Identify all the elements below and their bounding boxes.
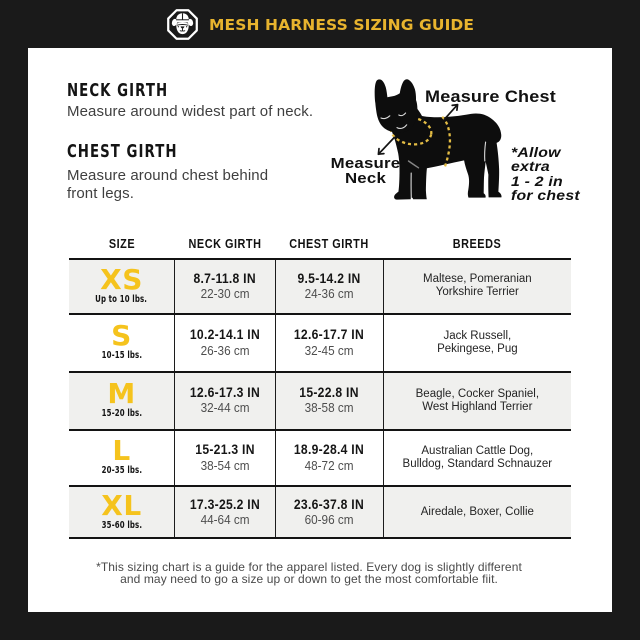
size-cell: XS Up to 10 lbs.: [69, 260, 174, 314]
neck-centimeters: 26-36 cm: [200, 343, 250, 358]
neck-centimeters: 44-64 cm: [200, 513, 250, 528]
table-row-s: S 10-15 lbs. 10.2-14.1 IN 26-36 cm 12.6-…: [69, 315, 571, 373]
chest-leg-line: [407, 160, 420, 169]
neck-centimeters: 38-54 cm: [200, 458, 250, 473]
chest-inches: 23.6-37.8 IN: [294, 496, 365, 512]
neck-girth-cell: 8.7-11.8 IN 22-30 cm: [174, 259, 275, 313]
chest-inches: 18.9-28.4 IN: [294, 442, 365, 458]
header-bar: MESH HARNESS SIZING GUIDE: [0, 0, 640, 48]
brand-logo-octagon-bulldog-icon: [167, 9, 198, 40]
neck-girth-description: Measure around widest part of neck.: [67, 103, 314, 120]
neck-arrow: [377, 136, 396, 156]
chest-girth-cell: 9.5-14.2 IN 24-36 cm: [275, 259, 383, 313]
chest-girth-arc: [441, 115, 452, 169]
chest-arrow: [443, 103, 459, 121]
weight-range: 35-60 lbs.: [101, 519, 142, 531]
neck-inches: 10.2-14.1 IN: [189, 327, 261, 342]
size-label: L: [112, 434, 131, 468]
size-label: XL: [101, 488, 142, 522]
column-header-size: SIZE: [108, 237, 135, 251]
breeds-cell: Airedale, Boxer, Collie: [382, 487, 571, 538]
chest-allowance-note: *Allow extra 1 - 2 in for chest: [511, 143, 580, 204]
chest-girth-cell: 12.6-17.7 IN 32-45 cm: [275, 315, 383, 371]
column-header-chest-girth: CHEST GIRTH: [289, 237, 369, 251]
neck-inches: 15-21.3 IN: [195, 442, 255, 458]
chest-inches: 12.6-17.7 IN: [294, 327, 365, 342]
neck-girth-cell: 15-21.3 IN 38-54 cm: [174, 430, 275, 486]
dog-head-silhouette: [374, 79, 418, 133]
weight-range: 15-20 lbs.: [101, 408, 142, 419]
chest-girth-cell: 18.9-28.4 IN 48-72 cm: [275, 430, 383, 486]
neck-centimeters: 32-44 cm: [200, 401, 250, 416]
chest-centimeters: 32-45 cm: [304, 343, 354, 358]
size-cell: L 20-35 lbs.: [69, 431, 174, 486]
weight-range: 20-35 lbs.: [101, 465, 142, 477]
table-row-xl: XL 35-60 lbs. 17.3-25.2 IN 44-64 cm 23.6…: [69, 487, 571, 538]
table-row-m: M 15-20 lbs. 12.6-17.3 IN 32-44 cm 15-22…: [69, 372, 571, 431]
dog-body-silhouette: [382, 103, 502, 200]
neck-centimeters: 22-30 cm: [200, 287, 250, 301]
chest-centimeters: 24-36 cm: [304, 287, 354, 301]
neck-girth-heading: NECK GIRTH: [67, 80, 169, 101]
breeds-cell: Australian Cattle Dog, Bulldog, Standard…: [382, 430, 571, 486]
chest-inches: 9.5-14.2 IN: [297, 270, 361, 286]
column-header-breeds: BREEDS: [452, 237, 501, 251]
sizing-sheet: NECK GIRTH Measure around widest part of…: [28, 48, 612, 612]
size-label: S: [111, 319, 132, 353]
chest-girth-description: Measure around chest behind front legs.: [67, 167, 269, 202]
annotation-arrows: [377, 103, 459, 156]
size-cell: XL 35-60 lbs.: [69, 487, 174, 537]
table-row-l: L 20-35 lbs. 15-21.3 IN 38-54 cm 18.9-28…: [69, 430, 571, 488]
chest-girth-cell: 15-22.8 IN 38-58 cm: [275, 372, 383, 429]
chest-girth-cell: 23.6-37.8 IN 60-96 cm: [275, 487, 383, 538]
breeds-cell: Beagle, Cocker Spaniel, West Highland Te…: [382, 372, 571, 429]
table-row-xs: XS Up to 10 lbs. 8.7-11.8 IN 22-30 cm 9.…: [69, 259, 571, 315]
chest-inches: 15-22.8 IN: [299, 384, 360, 400]
french-bulldog-diagram: [374, 79, 502, 200]
measure-chest-label: Measure Chest: [425, 86, 556, 106]
size-label: XS: [100, 262, 143, 296]
column-header-neck-girth: NECK GIRTH: [188, 237, 261, 251]
breeds-cell: Maltese, Pomeranian Yorkshire Terrier: [382, 259, 571, 313]
page-title: MESH HARNESS SIZING GUIDE: [209, 16, 475, 34]
neck-inches: 8.7-11.8 IN: [193, 270, 257, 286]
sizing-table: XS Up to 10 lbs. 8.7-11.8 IN 22-30 cm 9.…: [69, 257, 571, 540]
neck-girth-cell: 12.6-17.3 IN 32-44 cm: [174, 372, 275, 429]
neck-girth-cell: 17.3-25.2 IN 44-64 cm: [174, 487, 275, 538]
weight-range: Up to 10 lbs.: [95, 293, 148, 305]
size-cell: M 15-20 lbs.: [69, 373, 174, 429]
neck-inches: 12.6-17.3 IN: [189, 384, 261, 400]
size-cell: S 10-15 lbs.: [69, 315, 174, 371]
weight-range: 10-15 lbs.: [101, 350, 142, 362]
left-eye-line: [380, 115, 391, 120]
chest-centimeters: 38-58 cm: [304, 401, 354, 416]
neck-girth-cell: 10.2-14.1 IN 26-36 cm: [174, 315, 275, 371]
mouth-line: [396, 124, 408, 129]
chest-centimeters: 60-96 cm: [304, 513, 354, 528]
hind-thigh-line: [484, 141, 487, 162]
size-label: M: [107, 377, 136, 410]
measure-neck-label: Measure Neck: [330, 155, 401, 187]
neck-inches: 17.3-25.2 IN: [189, 496, 261, 512]
chest-centimeters: 48-72 cm: [304, 458, 354, 473]
right-eye-line: [398, 112, 407, 117]
chest-girth-heading: CHEST GIRTH: [67, 141, 178, 162]
disclaimer-footnote: *This sizing chart is a guide for the ap…: [96, 559, 522, 587]
breeds-cell: Jack Russell, Pekingese, Pug: [382, 315, 571, 371]
